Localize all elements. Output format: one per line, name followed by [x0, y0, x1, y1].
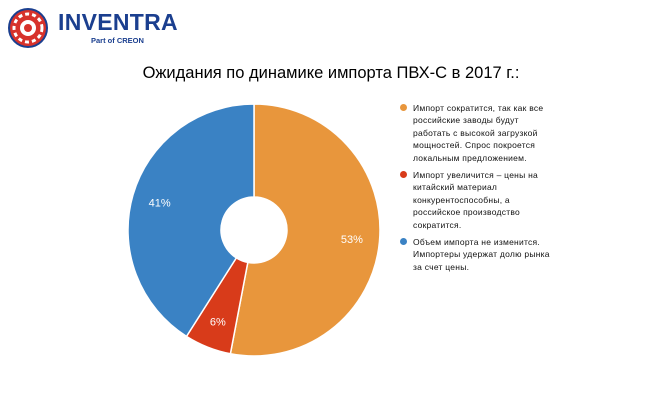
- brand-subtitle: Part of CREON: [91, 36, 144, 45]
- legend-label: Импорт сократится, так как все российски…: [413, 103, 544, 163]
- legend-marker: [400, 170, 407, 178]
- gear-logo-icon: [8, 8, 48, 48]
- chart-legend: Импорт сократится, так как все российски…: [400, 102, 550, 278]
- chart-title: Ожидания по динамике импорта ПВХ-С в 201…: [142, 64, 520, 82]
- legend-label: Объем импорта не изменится. Импортеры уд…: [413, 237, 550, 272]
- legend-item: Импорт увеличится – цены на китайский ма…: [400, 169, 550, 231]
- legend-marker: [400, 237, 407, 245]
- legend-item: Импорт сократится, так как все российски…: [400, 102, 550, 164]
- slice-value-label: 6%: [210, 316, 226, 328]
- slice-value-label: 53%: [341, 234, 363, 246]
- slice-value-label: 41%: [149, 198, 171, 210]
- pie-slice: [127, 103, 255, 338]
- brand-logo: INVENTRA Part of CREON: [6, 6, 206, 52]
- legend-label: Импорт увеличится – цены на китайский ма…: [413, 170, 539, 230]
- brand-name: INVENTRA: [58, 9, 178, 35]
- legend-marker: [400, 103, 407, 111]
- legend-item: Объем импорта не изменится. Импортеры уд…: [400, 236, 550, 273]
- pie-slice: [229, 103, 381, 357]
